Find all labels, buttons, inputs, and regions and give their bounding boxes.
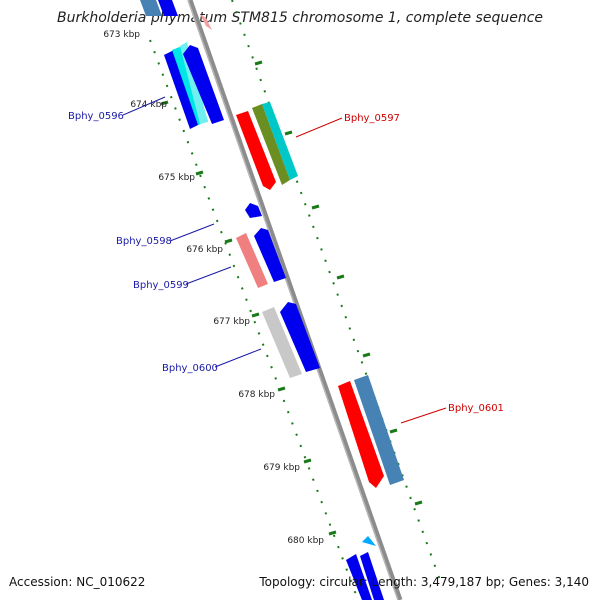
tick-label: 677 kbp [213, 317, 250, 327]
tick-label: 674 kbp [130, 100, 167, 110]
inner-major-ticks [160, 100, 337, 536]
gene-label-bphy-0599[interactable]: Bphy_0599 [133, 280, 189, 291]
gene-bphy-0596-cluster[interactable] [164, 42, 224, 129]
tick-label: 680 kbp [287, 536, 324, 546]
tick-label: 675 kbp [158, 173, 195, 183]
gene-feature-partial[interactable] [158, 0, 178, 16]
gene-bphy-0599-cluster[interactable] [236, 228, 286, 288]
gene-label-bphy-0596[interactable]: Bphy_0596 [68, 111, 124, 122]
gene-bphy-0600-cluster[interactable] [262, 302, 320, 378]
topology-text: Topology: circular; Length: 3,479,187 bp… [258, 575, 589, 589]
accession-text: Accession: NC_010622 [9, 575, 145, 589]
gene-feature-partial-bottom[interactable] [346, 536, 384, 600]
chromosome-backbone [187, 0, 403, 600]
gene-label-bphy-0597[interactable]: Bphy_0597 [344, 113, 400, 124]
gene-label-bphy-0601[interactable]: Bphy_0601 [448, 403, 504, 414]
gene-feature-partial[interactable] [140, 0, 162, 16]
tick-label: 679 kbp [263, 463, 300, 473]
gene-bphy-0601-cluster[interactable] [338, 375, 404, 488]
outer-tick-track [231, 0, 441, 581]
sequence-title: Burkholderia phymatum STM815 chromosome … [57, 10, 543, 26]
tick-label: 676 kbp [186, 245, 223, 255]
gene-feature-partial[interactable] [200, 14, 212, 30]
outer-major-ticks [254, 60, 423, 506]
gene-bphy-0598[interactable] [245, 203, 262, 218]
label-leaders [122, 96, 447, 424]
gene-label-bphy-0600[interactable]: Bphy_0600 [162, 363, 218, 374]
chromosome-backbone-highlight [187, 0, 399, 600]
tick-label: 673 kbp [103, 30, 140, 40]
gene-label-bphy-0598[interactable]: Bphy_0598 [116, 236, 172, 247]
gene-bphy-0597-cluster[interactable] [236, 102, 298, 190]
tick-label: 678 kbp [238, 390, 275, 400]
